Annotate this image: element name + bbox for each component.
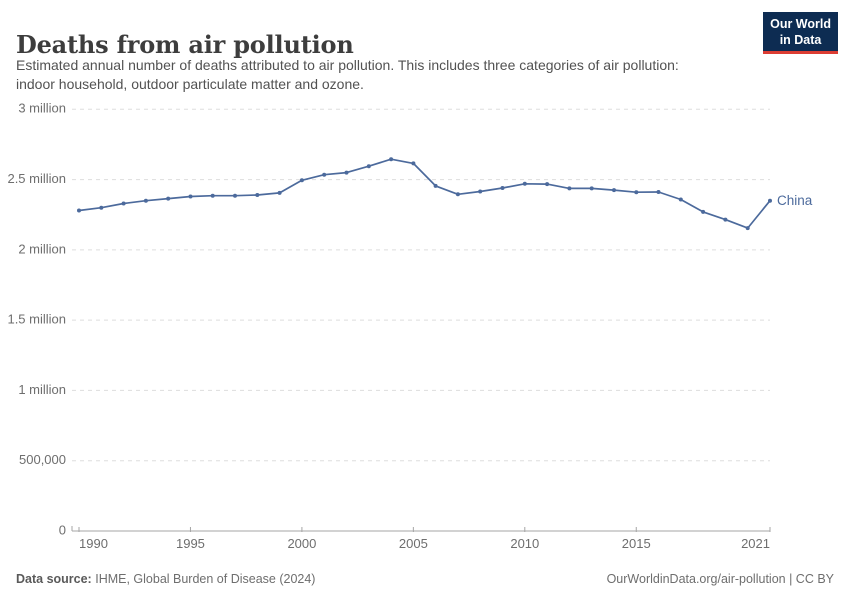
page-title: Deaths from air pollution [16,30,354,60]
data-point[interactable] [589,186,594,191]
subtitle-line-1: Estimated annual number of deaths attrib… [16,57,679,73]
chart-footer: Data source: IHME, Global Burden of Dise… [0,572,850,586]
y-tick-label: 1.5 million [7,312,66,327]
data-point[interactable] [634,190,639,195]
x-tick-label: 2010 [510,536,539,551]
owid-logo-line2: in Data [779,32,822,47]
data-point[interactable] [768,198,772,203]
owid-logo[interactable]: Our World in Data [763,12,838,55]
data-point[interactable] [545,182,550,187]
data-source: Data source: IHME, Global Burden of Dise… [16,572,315,586]
series-end-label[interactable]: China [777,193,813,208]
data-point[interactable] [567,186,572,191]
data-point[interactable] [299,178,304,183]
data-point[interactable] [656,190,661,194]
y-tick-label: 0 [59,522,66,537]
data-point[interactable] [77,208,81,213]
data-point[interactable] [233,193,237,198]
data-point[interactable] [255,193,260,197]
x-tick-label: 2015 [622,536,651,551]
data-point[interactable] [500,186,505,190]
data-point[interactable] [121,201,126,206]
y-tick-label: 1 million [18,382,66,397]
data-point[interactable] [455,192,460,197]
chart-subtitle: Estimated annual number of deaths attrib… [16,56,756,94]
data-point[interactable] [701,209,706,214]
x-tick-label: 2005 [399,536,428,551]
y-tick-label: 3 million [18,101,66,116]
data-source-value: IHME, Global Burden of Disease (2024) [95,572,316,586]
x-tick-label: 1995 [176,536,205,551]
data-point[interactable] [478,189,483,194]
data-point[interactable] [433,183,438,188]
data-point[interactable] [99,205,104,210]
data-point[interactable] [678,197,683,202]
data-point[interactable] [166,196,171,201]
x-tick-label: 1990 [79,536,108,551]
data-point[interactable] [389,157,394,162]
data-point[interactable] [188,194,193,199]
data-point[interactable] [344,170,349,175]
y-tick-label: 2 million [18,241,66,256]
data-source-label: Data source: [16,572,92,586]
data-point[interactable] [411,161,416,166]
data-point[interactable] [745,226,750,231]
footer-link[interactable]: OurWorldinData.org/air-pollution | CC BY [606,572,834,586]
data-point[interactable] [322,172,327,177]
y-tick-label: 500,000 [19,452,66,467]
subtitle-line-2: indoor household, outdoor particulate ma… [16,76,364,92]
data-point[interactable] [612,188,616,193]
x-tick-label: 2021 [741,536,770,551]
data-point[interactable] [522,181,527,186]
y-tick-label: 2.5 million [7,171,66,186]
data-point[interactable] [143,198,148,203]
x-tick-label: 2000 [287,536,316,551]
data-point[interactable] [366,164,371,169]
series-line[interactable] [78,158,771,229]
owid-logo-line1: Our World [770,17,831,31]
data-point[interactable] [210,193,215,198]
data-point[interactable] [277,190,282,195]
data-point[interactable] [723,217,728,222]
